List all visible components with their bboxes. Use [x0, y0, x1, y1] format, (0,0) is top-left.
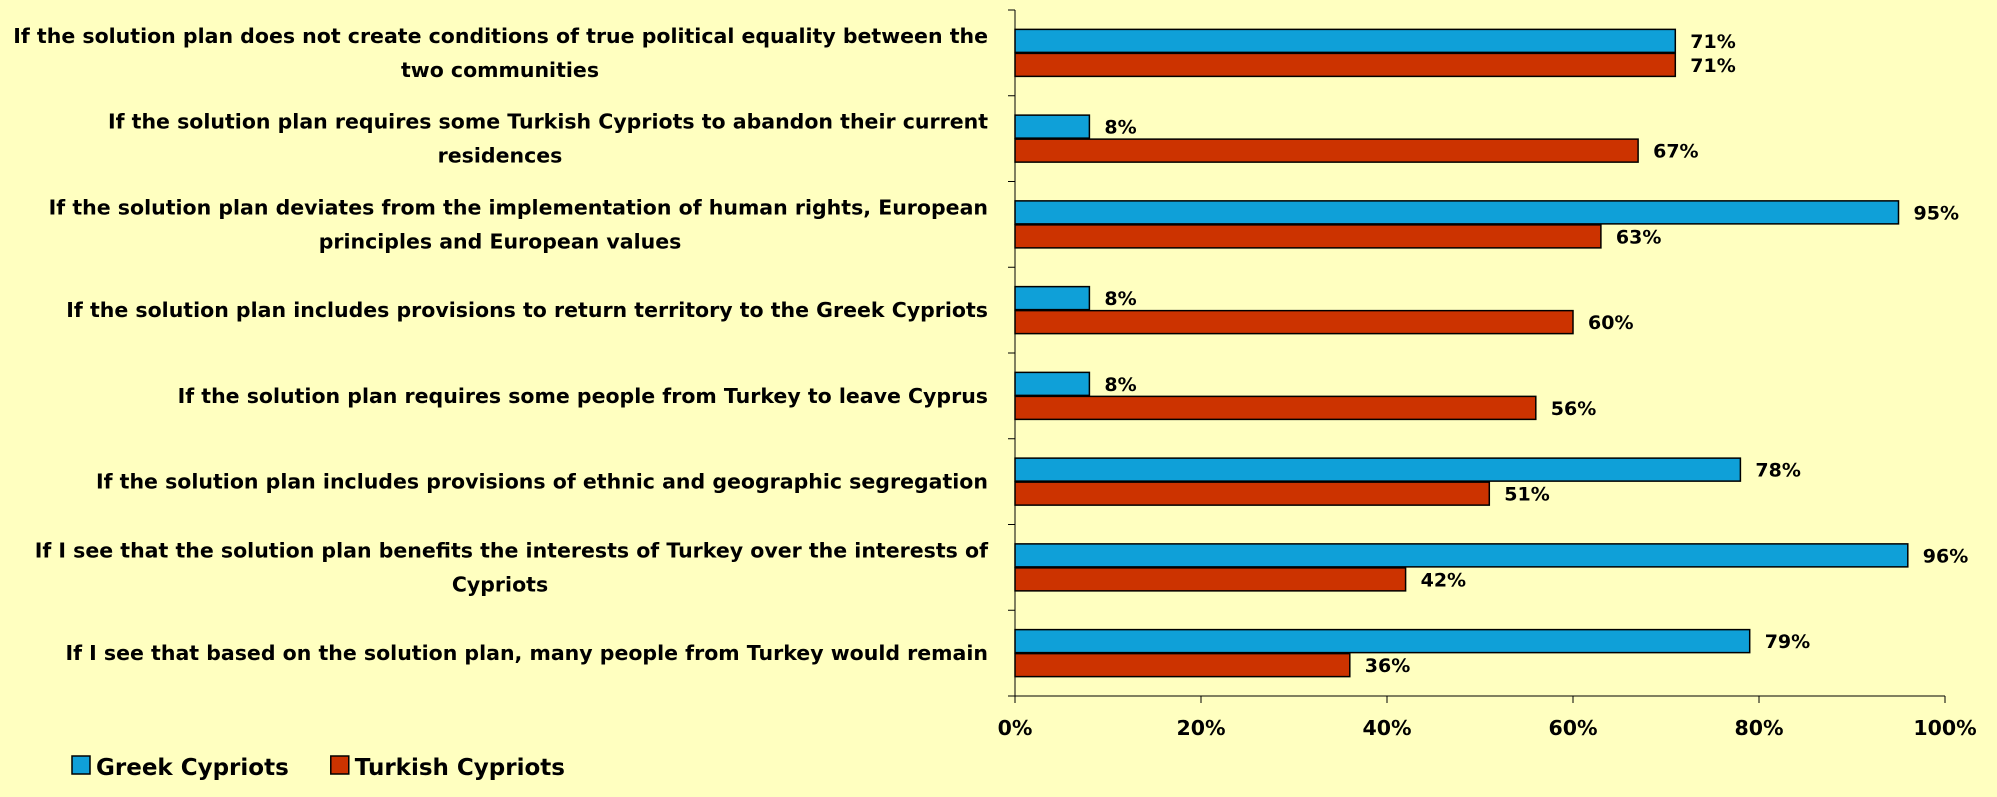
- data-label: 8%: [1104, 288, 1136, 310]
- bar: [1014, 52, 1677, 78]
- category-label: Cypriots: [452, 572, 548, 596]
- bar: [1014, 224, 1602, 249]
- category-label: If I see that the solution plan benefits…: [35, 538, 989, 562]
- category-label: If the solution plan requires some peopl…: [178, 384, 988, 408]
- legend-swatch: [71, 755, 91, 775]
- category-label: If the solution plan includes provisions…: [66, 298, 988, 322]
- data-label: 63%: [1616, 226, 1661, 248]
- data-label: 51%: [1504, 484, 1549, 506]
- category-label: residences: [438, 144, 563, 168]
- data-label: 36%: [1365, 655, 1410, 677]
- category-label: If the solution plan requires some Turki…: [108, 110, 988, 134]
- data-label: 79%: [1765, 631, 1810, 653]
- x-tick-label: 20%: [1176, 716, 1225, 740]
- bar: [1014, 28, 1677, 54]
- bar: [1014, 371, 1091, 397]
- x-tick-label: 100%: [1913, 716, 1976, 740]
- bar: [1014, 309, 1574, 335]
- x-tick-label: 40%: [1362, 716, 1411, 740]
- bar: [1014, 567, 1407, 592]
- category-label: If I see that based on the solution plan…: [65, 641, 988, 665]
- legend-label: Greek Cypriots: [96, 755, 289, 781]
- data-label: 71%: [1690, 55, 1735, 77]
- category-label: principles and European values: [319, 229, 682, 253]
- bar: [1014, 457, 1742, 482]
- data-label: 56%: [1551, 398, 1596, 420]
- data-label: 8%: [1104, 117, 1136, 139]
- bar: [1014, 543, 1909, 568]
- category-label: two communities: [401, 58, 599, 82]
- legend-swatch: [330, 755, 350, 775]
- data-label: 96%: [1923, 545, 1968, 567]
- category-label: If the solution plan includes provisions…: [96, 470, 988, 494]
- x-tick-label: 0%: [998, 716, 1033, 740]
- bar: [1014, 652, 1351, 678]
- category-label: If the solution plan does not create con…: [13, 24, 988, 48]
- bar: [1014, 628, 1751, 654]
- data-label: 71%: [1690, 31, 1735, 53]
- bar: [1014, 395, 1537, 421]
- bar: [1014, 481, 1491, 506]
- bar: [1014, 285, 1091, 311]
- bar: [1014, 114, 1091, 139]
- legend-label: Turkish Cypriots: [355, 755, 565, 781]
- data-label: 8%: [1104, 374, 1136, 396]
- x-tick-label: 60%: [1548, 716, 1597, 740]
- data-label: 60%: [1588, 312, 1633, 334]
- bar: [1014, 138, 1639, 163]
- category-label: If the solution plan deviates from the i…: [49, 195, 988, 219]
- data-label: 78%: [1755, 460, 1800, 482]
- data-label: 67%: [1653, 141, 1698, 163]
- data-label: 95%: [1914, 202, 1959, 224]
- data-label: 42%: [1421, 569, 1466, 591]
- bar: [1014, 200, 1900, 225]
- x-tick-label: 80%: [1734, 716, 1783, 740]
